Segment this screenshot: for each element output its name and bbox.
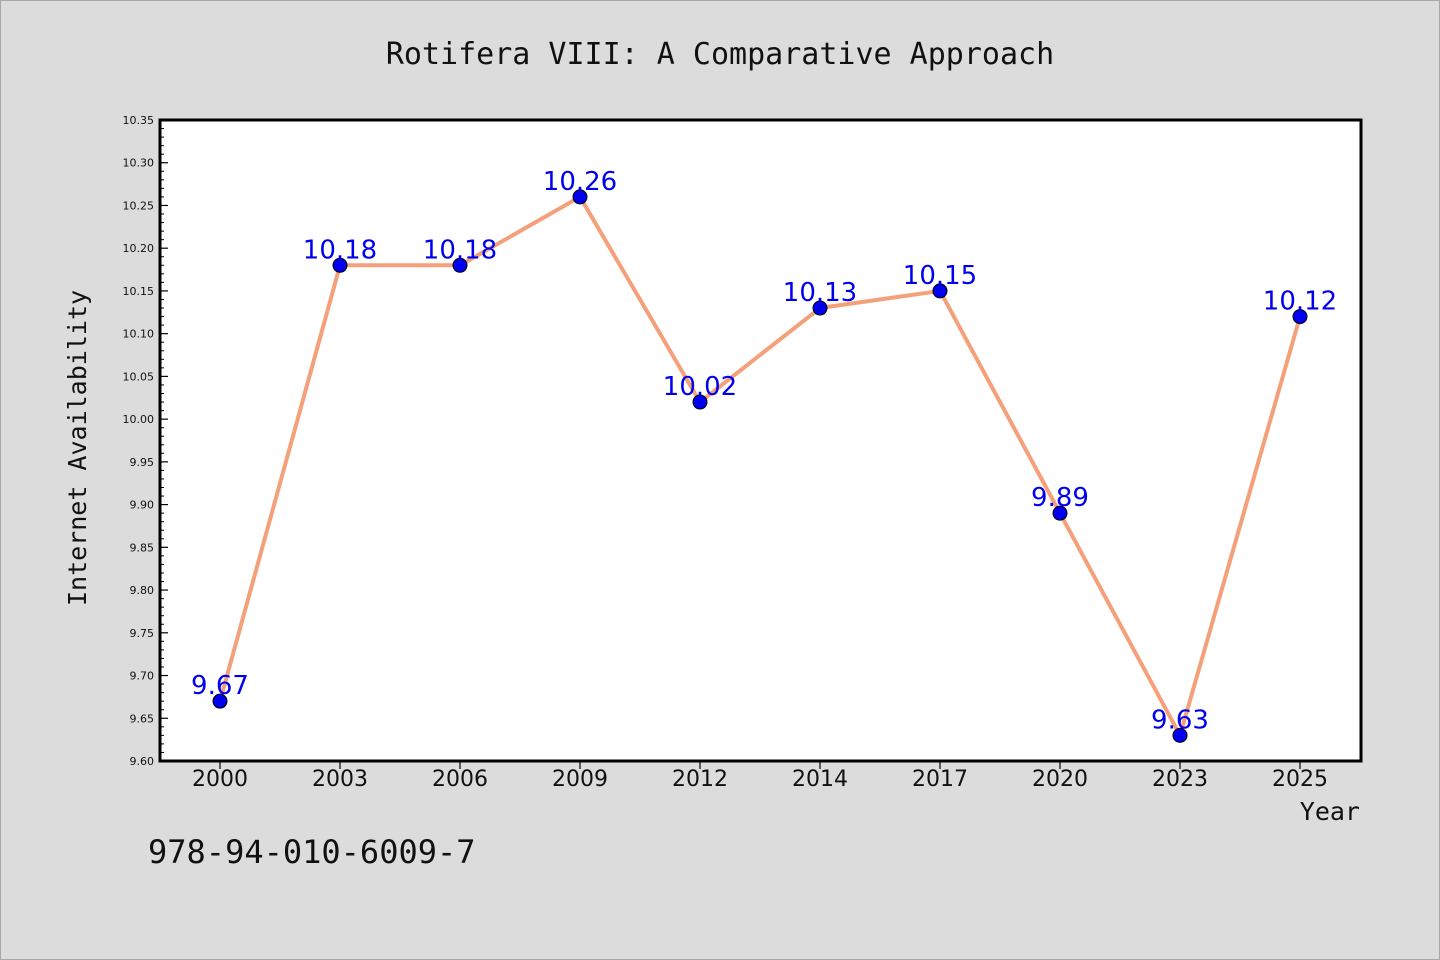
y-tick-label: 10.00	[123, 413, 155, 426]
data-label: 10.13	[783, 278, 857, 308]
data-point	[812, 300, 828, 316]
data-point	[452, 257, 468, 273]
x-tick-label: 2003	[312, 767, 368, 792]
x-tick-label: 2006	[432, 767, 488, 792]
x-axis: 2000 2003 2006 2009 2012 2014 2017 2020 2023 2025	[192, 761, 1328, 792]
x-tick-label: 2023	[1152, 767, 1208, 792]
y-tick-label: 9.70	[130, 670, 155, 683]
data-point	[1292, 309, 1308, 325]
y-tick-label: 9.95	[130, 456, 155, 469]
y-tick-label: 9.75	[130, 627, 155, 640]
data-label: 10.15	[903, 261, 977, 291]
y-tick-label: 10.15	[123, 285, 155, 298]
y-axis: 9.60 9.65 9.70 9.75 9.80 9.85 9.90 9.95 10.00 10.…	[123, 114, 168, 768]
data-point	[1172, 727, 1188, 743]
y-tick-label: 9.65	[130, 712, 155, 725]
series-line	[218, 194, 1302, 738]
x-tick-label: 2014	[792, 767, 848, 792]
y-axis-label: Internet Availability	[63, 290, 92, 606]
y-tick-label: 10.35	[123, 114, 155, 127]
y-tick-label: 10.30	[123, 157, 155, 170]
y-tick-label: 9.90	[130, 499, 155, 512]
data-point	[572, 189, 588, 205]
data-label: 10.26	[543, 167, 617, 197]
x-tick-label: 2000	[192, 767, 248, 792]
series-group: 9.67 10.18 10.18 10.26 10.02 10.13 10.15 9.89 9.…	[191, 167, 1337, 743]
data-point	[692, 394, 708, 410]
y-tick-label: 9.60	[130, 755, 155, 768]
data-point	[932, 283, 948, 299]
isbn-annotation: 978-94-010-6009-7	[148, 833, 476, 871]
x-tick-label: 2012	[672, 767, 728, 792]
y-tick-label: 9.80	[130, 584, 155, 597]
x-tick-label: 2025	[1272, 767, 1328, 792]
x-axis-label: Year	[1300, 797, 1360, 826]
data-label: 9.67	[191, 671, 249, 701]
data-label: 10.18	[303, 235, 377, 265]
y-tick-label: 10.25	[123, 199, 155, 212]
data-label: 9.89	[1031, 483, 1089, 513]
y-tick-label: 9.85	[130, 541, 155, 554]
data-label: 9.63	[1151, 705, 1209, 735]
data-point	[332, 257, 348, 273]
x-tick-label: 2009	[552, 767, 608, 792]
y-tick-label: 10.05	[123, 370, 155, 383]
y-tick-label: 10.20	[123, 242, 155, 255]
data-point	[212, 693, 228, 709]
data-label: 10.12	[1263, 287, 1337, 317]
x-tick-label: 2017	[912, 767, 968, 792]
plot-area	[158, 118, 1363, 763]
x-tick-label: 2020	[1032, 767, 1088, 792]
y-tick-label: 10.10	[123, 328, 155, 341]
data-label: 10.02	[663, 372, 737, 402]
chart-title: Rotifera VIII: A Comparative Approach	[386, 37, 1054, 72]
data-point	[1052, 505, 1068, 521]
data-label: 10.18	[423, 235, 497, 265]
